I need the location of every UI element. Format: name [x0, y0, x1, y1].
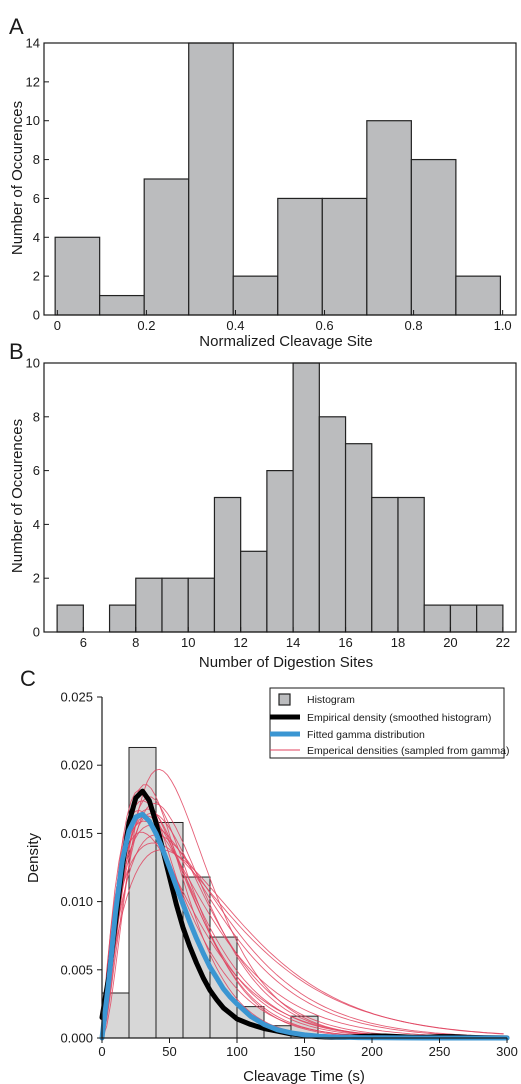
panel-a-y-axis-title: Number of Occurences [9, 101, 26, 255]
panel-b-bar [292, 362, 320, 633]
panel-c-x-tick-label: 200 [361, 1044, 383, 1059]
panel-b-y-tick-label: 6 [33, 463, 40, 478]
panel-a-y-tick-label: 14 [26, 36, 40, 51]
panel-c-y-axis-title: Density [25, 832, 42, 883]
panel-a-y-tick-label: 10 [26, 113, 40, 128]
panel-c-x-tick-label: 50 [162, 1044, 176, 1059]
panel-c-y-tick-label: 0.010 [60, 894, 93, 909]
panel-b-bar [56, 604, 84, 633]
legend-label-histogram: Histogram [307, 694, 355, 706]
panel-a-frame [43, 42, 517, 316]
legend-label-empirical: Empirical density (smoothed histogram) [307, 712, 491, 724]
panel-b-bar [371, 496, 399, 633]
panel-c-legend: Histogram Empirical density (smoothed hi… [269, 687, 509, 759]
panel-a-y-tick-label: 2 [33, 269, 40, 284]
panel-c-y-tick-label: 0.000 [60, 1031, 93, 1046]
panel-a-y-tick-label: 6 [33, 191, 40, 206]
panel-a-y-tick-label: 4 [33, 230, 40, 245]
panel-b-x-tick-label: 18 [391, 635, 405, 650]
panel-b-histogram: 0 2 4 6 8 10 6 8 10 12 14 16 18 20 22 Number of Digest… [9, 356, 517, 671]
panel-c-y-tick-label: 0.020 [60, 758, 93, 773]
panel-a-y-tick-label: 8 [33, 152, 40, 167]
panel-a-y-tick-label: 0 [33, 308, 40, 323]
panel-b-bar [449, 604, 478, 633]
panel-b-bar [213, 496, 242, 633]
panel-b-x-tick-label: 12 [233, 635, 247, 650]
panel-b-letter: B [9, 339, 24, 364]
panel-b-x-tick-label: 10 [181, 635, 195, 650]
panel-b-bars [56, 362, 504, 633]
panel-b-x-tick-label: 16 [338, 635, 352, 650]
panel-a-bar [143, 178, 190, 316]
panel-c-ticks: 0.000 0.005 0.010 0.015 0.020 0.025 0 50 100 150 2… [60, 690, 517, 1060]
panel-b-y-tick-label: 4 [33, 517, 40, 532]
panel-b-x-tick-label: 6 [80, 635, 87, 650]
panel-b-bar [344, 443, 373, 633]
panel-a-bar [366, 120, 412, 316]
panel-b-y-tick-label: 0 [33, 625, 40, 640]
panel-c-density-plot: 0.000 0.005 0.010 0.015 0.020 0.025 0 50 100 150 2… [25, 687, 518, 1084]
panel-a-x-axis-title: Normalized Cleavage Site [199, 333, 372, 350]
panel-b-bar [108, 604, 137, 633]
panel-a-x-tick-label: 0.2 [137, 318, 155, 333]
legend-histogram-swatch [278, 693, 291, 706]
panel-b-y-tick-label: 10 [26, 356, 40, 371]
panel-b-bar [476, 604, 504, 633]
panel-c-letter: C [20, 666, 36, 691]
panel-b-bar [161, 577, 189, 633]
panel-b-x-tick-label: 20 [443, 635, 457, 650]
panel-a-histogram: 0 2 4 6 8 10 12 14 0 0.2 0.4 0.6 0.8 1.0 Normalized C… [9, 36, 517, 350]
panel-b-bar [397, 496, 425, 633]
panel-b-y-tick-label: 2 [33, 571, 40, 586]
panel-c-x-tick-label: 250 [429, 1044, 451, 1059]
panel-b-x-tick-label: 14 [286, 635, 300, 650]
panel-a-bar [54, 236, 101, 316]
panel-b-bar [423, 604, 452, 633]
panel-a-x-tick-label: 0.8 [405, 318, 423, 333]
panel-a-bar [321, 197, 368, 316]
panel-b-y-tick-label: 8 [33, 409, 40, 424]
panel-b-bar [240, 550, 268, 633]
panel-b-bar [135, 577, 163, 633]
panel-a-bar [277, 197, 323, 316]
panel-c-x-axis-title: Cleavage Time (s) [243, 1068, 365, 1084]
panel-a-letter: A [9, 14, 24, 39]
panel-c-x-tick-label: 100 [226, 1044, 248, 1059]
panel-a-x-tick-label: 0.4 [226, 318, 244, 333]
panel-a-bars [54, 42, 502, 316]
panel-b-bar [266, 470, 294, 633]
panel-a-bar [99, 294, 145, 316]
panel-b-bar [187, 577, 216, 633]
panel-c-x-tick-label: 300 [496, 1044, 518, 1059]
panel-a-y-tick-label: 12 [26, 74, 40, 89]
panel-b-frame [43, 362, 517, 633]
panel-a-bar [188, 42, 234, 316]
panel-a-bar [455, 275, 502, 316]
panel-c-x-tick-label: 150 [294, 1044, 316, 1059]
panel-a-x-tick-label: 0.6 [315, 318, 333, 333]
panel-a-bar [410, 158, 457, 316]
legend-label-samples: Emperical densities (sampled from gamma) [307, 745, 509, 757]
legend-frame [269, 687, 505, 759]
panel-b-x-tick-label: 8 [132, 635, 139, 650]
legend-label-gamma: Fitted gamma distribution [307, 729, 425, 741]
panel-a-ticks: 0 2 4 6 8 10 12 14 0 0.2 0.4 0.6 0.8 1.0 [26, 36, 512, 334]
sampled-density-curve [102, 849, 504, 1035]
panel-a-bar [232, 275, 279, 316]
panel-c-x-tick-label: 0 [98, 1044, 105, 1059]
panel-b-ticks: 0 2 4 6 8 10 6 8 10 12 14 16 18 20 22 [26, 356, 511, 651]
panel-b-x-axis-title: Number of Digestion Sites [199, 654, 373, 671]
panel-c-y-tick-label: 0.025 [60, 690, 93, 705]
sampled-density-curve [102, 834, 504, 1037]
panel-a-x-tick-label: 1.0 [494, 318, 512, 333]
panel-c-y-tick-label: 0.005 [60, 962, 93, 977]
panel-a-x-tick-label: 0 [54, 318, 61, 333]
panel-b-x-tick-label: 22 [496, 635, 510, 650]
panel-b-bar [318, 416, 347, 633]
panel-c-y-tick-label: 0.015 [60, 826, 93, 841]
panel-b-y-axis-title: Number of Occurences [9, 419, 26, 573]
